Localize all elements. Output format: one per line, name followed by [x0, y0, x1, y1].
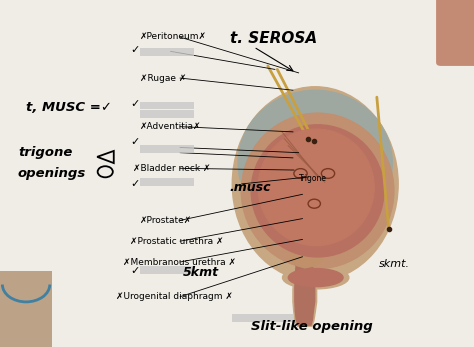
Text: ✗Adventitia✗: ✗Adventitia✗	[140, 122, 201, 131]
Text: ✗Membranous urethra ✗: ✗Membranous urethra ✗	[123, 257, 236, 266]
FancyBboxPatch shape	[140, 102, 194, 109]
Text: skmt.: skmt.	[379, 259, 410, 269]
Ellipse shape	[251, 125, 384, 257]
Text: ✓: ✓	[130, 179, 140, 189]
Ellipse shape	[232, 87, 398, 281]
Text: Slit-like opening: Slit-like opening	[251, 320, 373, 333]
Text: openings: openings	[18, 167, 86, 180]
Polygon shape	[293, 253, 317, 326]
Polygon shape	[295, 253, 315, 325]
Text: ✓: ✓	[130, 45, 140, 55]
Text: t, MUSC =✓: t, MUSC =✓	[26, 101, 112, 114]
FancyBboxPatch shape	[232, 314, 294, 322]
Ellipse shape	[288, 269, 343, 287]
FancyBboxPatch shape	[436, 0, 474, 66]
FancyBboxPatch shape	[140, 178, 194, 186]
Text: ✓: ✓	[130, 137, 140, 147]
Ellipse shape	[238, 90, 392, 236]
Ellipse shape	[258, 129, 374, 246]
Polygon shape	[291, 245, 325, 268]
Text: ✗Urogenital diaphragm ✗: ✗Urogenital diaphragm ✗	[116, 292, 233, 301]
Text: t. SEROSA: t. SEROSA	[230, 31, 317, 46]
Ellipse shape	[283, 266, 349, 289]
Text: Trigone: Trigone	[299, 174, 327, 183]
Text: ✓: ✓	[130, 99, 140, 109]
FancyBboxPatch shape	[140, 110, 194, 118]
FancyBboxPatch shape	[0, 271, 52, 347]
Text: ✗Peritoneum✗: ✗Peritoneum✗	[140, 32, 207, 41]
Text: ✗Prostate✗: ✗Prostate✗	[140, 216, 192, 225]
Text: 5kmt: 5kmt	[182, 266, 219, 279]
Text: ✓: ✓	[130, 266, 140, 276]
FancyBboxPatch shape	[140, 145, 194, 153]
Text: ✗Prostatic urethra ✗: ✗Prostatic urethra ✗	[130, 237, 224, 246]
Text: .musc: .musc	[230, 181, 272, 194]
Text: ✗Rugae ✗: ✗Rugae ✗	[140, 74, 186, 83]
Text: ✗Bladder neck ✗: ✗Bladder neck ✗	[133, 164, 210, 173]
Text: trigone: trigone	[18, 146, 73, 159]
FancyBboxPatch shape	[140, 266, 194, 274]
Ellipse shape	[238, 128, 392, 274]
FancyBboxPatch shape	[140, 48, 194, 56]
Ellipse shape	[241, 113, 394, 269]
